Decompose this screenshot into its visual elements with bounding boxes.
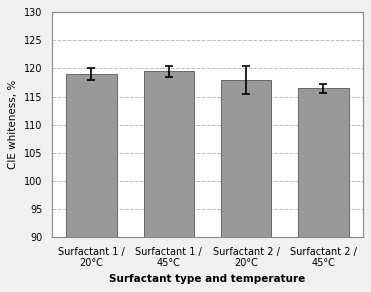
Bar bbox=[221, 80, 271, 292]
Bar bbox=[298, 88, 349, 292]
X-axis label: Surfactant type and temperature: Surfactant type and temperature bbox=[109, 274, 306, 284]
Y-axis label: CIE whiteness, %: CIE whiteness, % bbox=[8, 80, 18, 169]
Bar bbox=[144, 71, 194, 292]
Bar bbox=[66, 74, 116, 292]
